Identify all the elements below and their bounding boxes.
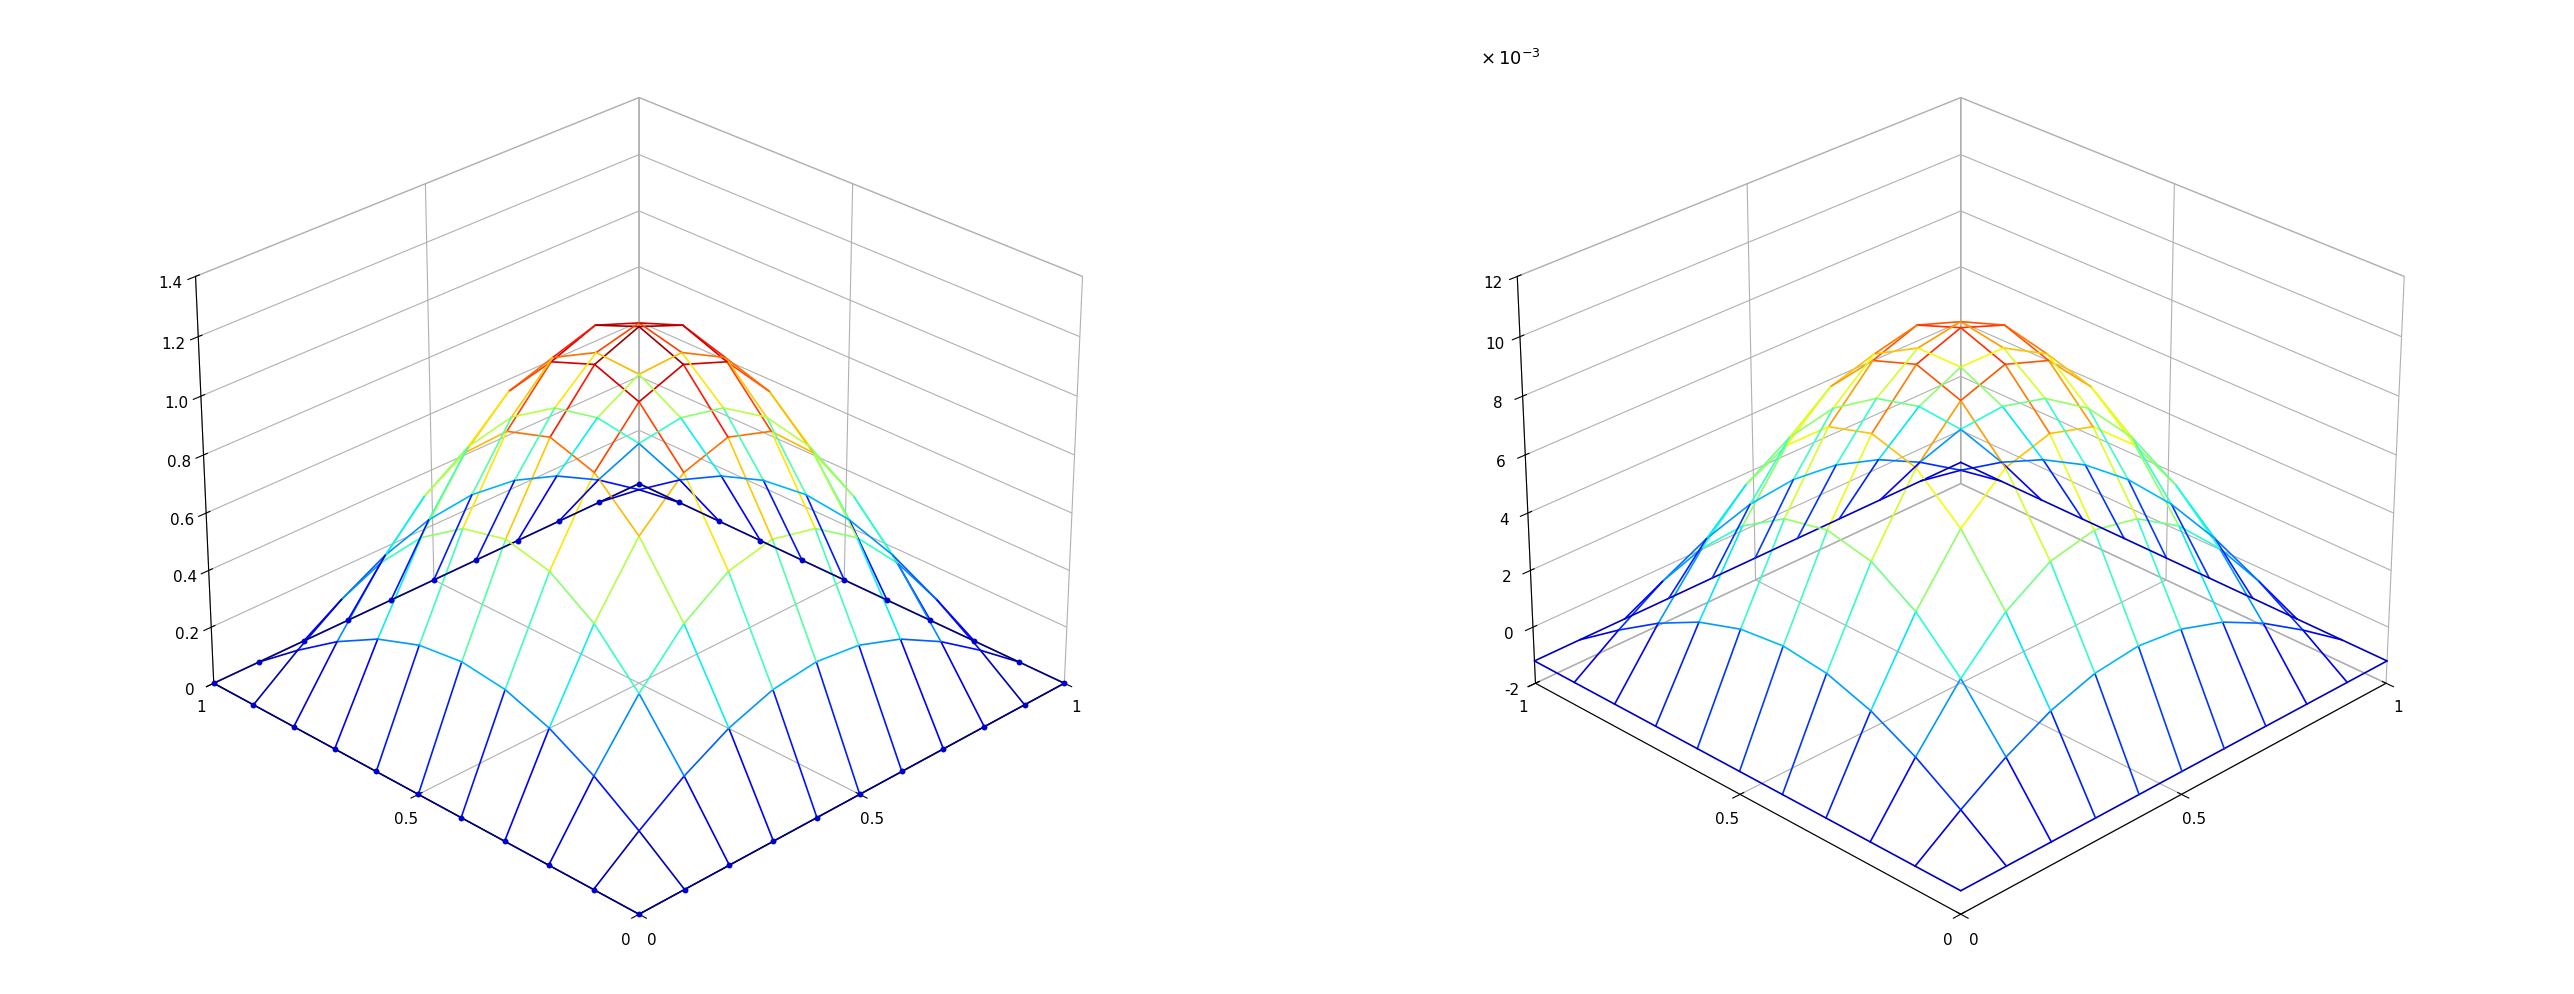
Text: $\times\,10^{-3}$: $\times\,10^{-3}$ <box>1480 49 1542 69</box>
